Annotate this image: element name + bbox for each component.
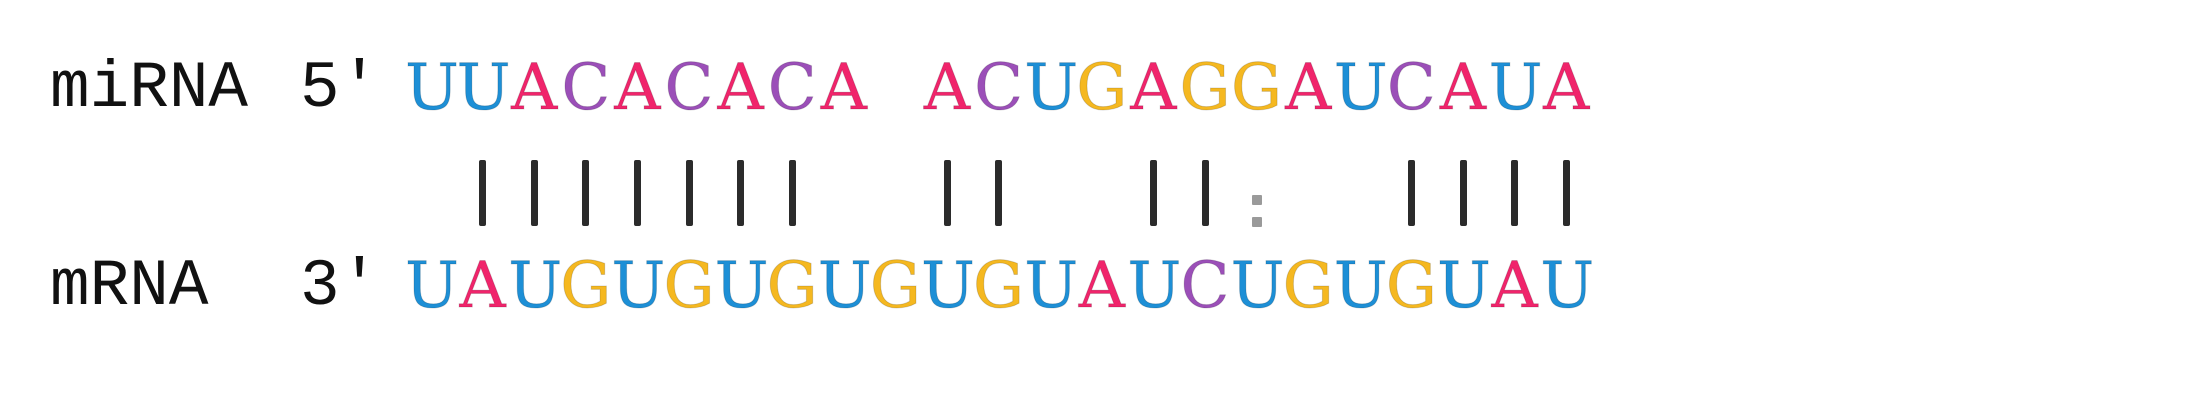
mirna-nucleotide-u: U [456,51,511,125]
mrna-nucleotide-u: U [1127,249,1182,323]
mrna-nucleotide-u: U [611,249,666,323]
pair-bar-icon [1459,160,1467,226]
mirna-nucleotide-g: G [1231,51,1283,125]
mirna-nucleotide-u: U [1024,51,1079,125]
mrna-nucleotide-g: G [973,249,1025,323]
mrna-nucleotide-g: G [1385,249,1437,323]
watson-crick-pair-mark [1489,160,1541,237]
mirna-nucleotide-a: A [923,51,971,125]
watson-crick-pair-mark [921,160,973,237]
mirna-nucleotide-g: G [1076,51,1128,125]
mrna-nucleotide-a: A [459,249,506,323]
mirna-nucleotide-c: C [767,51,817,125]
pairing-row [0,150,2200,230]
watson-crick-pair-mark [1179,160,1231,237]
watson-crick-pair-mark [1127,160,1179,237]
mirna-nucleotide-a: A [820,51,867,125]
watson-crick-pair-mark [560,160,612,237]
pair-bar-icon [1201,160,1209,226]
mrna-nucleotide-g: G [1282,249,1334,323]
mrna-nucleotide-a: A [1491,249,1538,323]
mrna-nucleotide-u: U [1333,249,1388,323]
mrna-nucleotide-u: U [817,249,872,323]
mrna-nucleotide-a: A [1078,249,1125,323]
mirna-nucleotide-a: A [717,51,764,125]
pair-bar-icon [1407,160,1415,226]
mirna-nucleotide-g: G [1179,51,1231,125]
mirna-nucleotide-u: U [405,51,460,125]
pair-bar-icon [685,160,693,226]
watson-crick-pair-mark [663,160,715,237]
mirna-nucleotide-c: C [974,51,1024,125]
mirna-label: miRNA [50,51,249,126]
pair-bar-icon [530,160,538,226]
mirna-nucleotide-u: U [1488,51,1543,125]
base-pairing-marks [405,160,2005,230]
watson-crick-pair-mark [457,160,509,237]
pair-bar-icon [995,160,1003,226]
mirna-nucleotide-a: A [1543,51,1590,125]
watson-crick-pair-mark [508,160,560,237]
mirna-nucleotide-a: A [1130,51,1177,125]
pair-bar-icon [479,160,487,226]
pair-bar-icon [788,160,796,226]
pair-bar-icon [737,160,745,226]
mrna-3prime-end: 3' [300,249,380,324]
mirna-nucleotide-a: A [511,51,558,125]
pair-bar-icon [633,160,641,226]
mrna-nucleotide-u: U [508,249,563,323]
gu-wobble-pair-mark [1231,176,1283,240]
mirna-nucleotide-c: C [1386,51,1436,125]
mirna-nucleotide-u: U [1333,51,1388,125]
watson-crick-pair-mark [1437,160,1489,237]
pair-bar-icon [1149,160,1157,226]
mirna-5prime-end: 5' [300,51,380,126]
mirna-nucleotide-c: C [664,51,714,125]
watson-crick-pair-mark [766,160,818,237]
mrna-nucleotide-u: U [1437,249,1492,323]
mrna-nucleotide-g: G [766,249,818,323]
mrna-nucleotide-c: C [1180,249,1230,323]
pair-bar-icon [1511,160,1519,226]
mirna-nucleotide-a: A [614,51,661,125]
mrna-nucleotide-u: U [921,249,976,323]
mrna-label: mRNA [50,249,209,324]
pair-bar-icon [1562,160,1570,226]
watson-crick-pair-mark [1540,160,1592,237]
mrna-nucleotide-u: U [1024,249,1079,323]
mrna-nucleotide-g: G [560,249,612,323]
pair-bar-icon [943,160,951,226]
mirna-nucleotide-a: A [1285,51,1332,125]
watson-crick-pair-mark [611,160,663,237]
mrna-nucleotide-u: U [405,249,460,323]
watson-crick-pair-mark [973,160,1025,237]
pair-bar-icon [582,160,590,226]
mirna-nucleotide-a: A [1439,51,1487,125]
mrna-nucleotide-g: G [869,249,921,323]
mrna-nucleotide-u: U [714,249,769,323]
mrna-nucleotide-g: G [663,249,715,323]
mrna-nucleotide-u: U [1230,249,1285,323]
wobble-colon-icon [1251,195,1262,229]
watson-crick-pair-mark [1385,160,1437,237]
mrna-nucleotide-u: U [1540,249,1595,323]
watson-crick-pair-mark [715,160,767,237]
mirna-nucleotide-c: C [561,51,611,125]
